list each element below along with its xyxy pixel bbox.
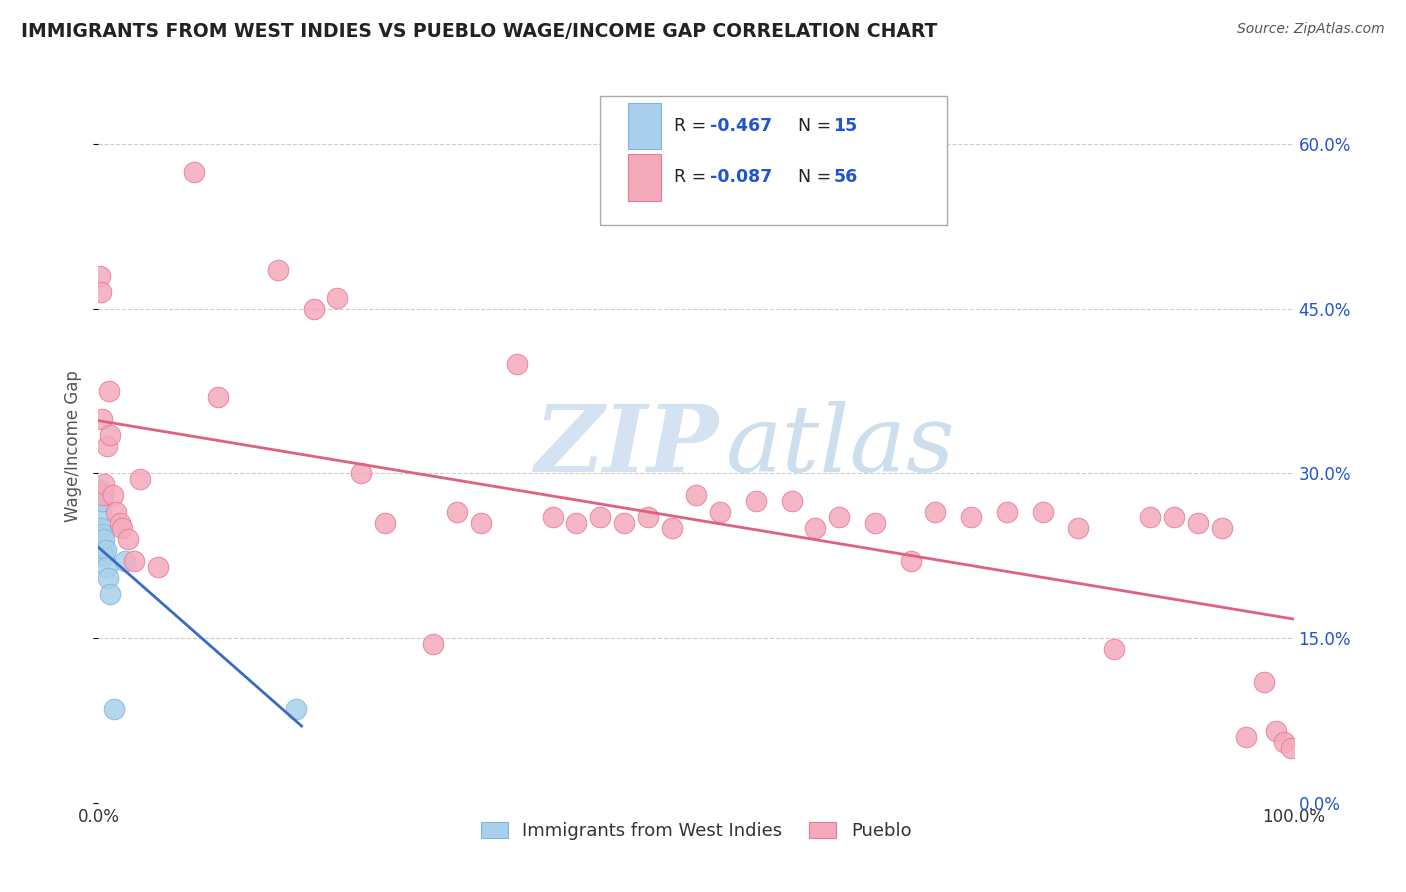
Point (446, 505, 468, 519)
Text: R =: R = (675, 117, 713, 135)
Point (114, 554, 136, 568)
Point (1163, 510, 1185, 524)
Point (129, 472, 152, 486)
Text: ZIP: ZIP (534, 401, 718, 491)
Text: N =: N = (797, 169, 837, 186)
Point (565, 516, 588, 530)
Point (89, 268, 111, 283)
Point (91, 411, 114, 425)
Point (350, 467, 373, 481)
Point (661, 521, 683, 535)
Point (865, 516, 887, 530)
Point (422, 637, 444, 651)
Point (1211, 521, 1233, 535)
Point (93, 533, 115, 547)
Point (98, 587, 122, 601)
Point (995, 505, 1018, 519)
Text: R =: R = (675, 169, 713, 186)
Point (267, 263, 290, 277)
Point (709, 505, 731, 519)
Point (105, 505, 128, 519)
Text: Source: ZipAtlas.com: Source: ZipAtlas.com (1237, 22, 1385, 37)
Point (828, 510, 851, 524)
Point (1139, 510, 1161, 524)
Point (1032, 505, 1054, 519)
Point (93, 477, 115, 491)
Point (111, 521, 134, 535)
Point (745, 494, 768, 508)
Text: 15: 15 (834, 117, 858, 135)
Point (1279, 740, 1302, 755)
Point (93, 549, 115, 563)
Point (98, 384, 121, 398)
Point (108, 516, 131, 530)
Point (541, 510, 564, 524)
Point (90, 505, 112, 519)
Point (94, 543, 117, 558)
Point (1187, 516, 1209, 530)
Point (207, 390, 229, 404)
Point (91, 494, 114, 508)
Point (924, 505, 946, 519)
Point (1253, 675, 1275, 690)
Text: 56: 56 (834, 169, 858, 186)
Point (96, 439, 118, 453)
Point (89, 483, 111, 497)
Point (960, 510, 983, 524)
Point (148, 559, 170, 574)
FancyBboxPatch shape (600, 96, 948, 225)
Point (97, 571, 120, 585)
Text: -0.467: -0.467 (710, 117, 772, 135)
Point (91, 526, 114, 541)
Point (1272, 735, 1295, 749)
Point (900, 554, 922, 568)
Point (780, 494, 803, 508)
Text: atlas: atlas (725, 401, 955, 491)
Point (470, 516, 492, 530)
Point (804, 521, 827, 535)
Point (1234, 730, 1257, 744)
Point (101, 488, 124, 502)
Text: IMMIGRANTS FROM WEST INDIES VS PUEBLO WAGE/INCOME GAP CORRELATION CHART: IMMIGRANTS FROM WEST INDIES VS PUEBLO WA… (21, 22, 938, 41)
Point (374, 516, 396, 530)
Point (613, 516, 636, 530)
Point (91, 488, 114, 502)
Point (183, 164, 205, 178)
Point (284, 702, 307, 716)
Point (589, 510, 612, 524)
Point (1067, 521, 1090, 535)
Point (96, 559, 118, 574)
Text: -0.087: -0.087 (710, 169, 772, 186)
Point (117, 533, 139, 547)
Point (98, 428, 122, 442)
Legend: Immigrants from West Indies, Pueblo: Immigrants from West Indies, Pueblo (474, 814, 918, 847)
Text: N =: N = (797, 117, 837, 135)
Point (506, 357, 529, 371)
Point (91, 543, 114, 558)
Point (103, 702, 125, 716)
Point (90, 521, 112, 535)
Point (124, 554, 146, 568)
FancyBboxPatch shape (628, 154, 661, 201)
Point (302, 301, 325, 316)
FancyBboxPatch shape (628, 103, 661, 149)
Point (1264, 724, 1286, 739)
Point (90, 285, 112, 300)
Point (1104, 642, 1126, 657)
Point (685, 488, 707, 502)
Y-axis label: Wage/Income Gap: Wage/Income Gap (63, 370, 82, 522)
Point (637, 510, 659, 524)
Point (326, 291, 349, 305)
